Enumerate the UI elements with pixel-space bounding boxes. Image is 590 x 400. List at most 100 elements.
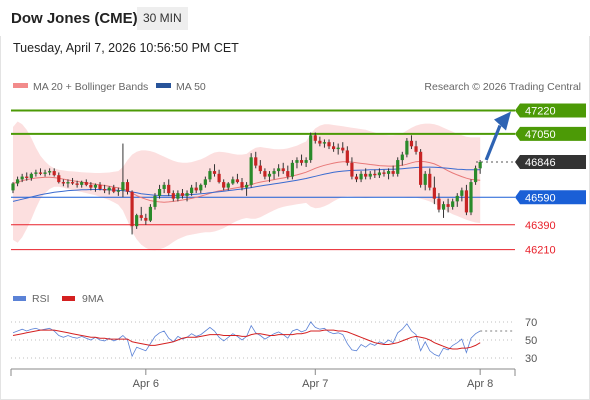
level-tag-box (515, 126, 586, 141)
candle-body (135, 215, 139, 227)
candle (112, 184, 116, 194)
candle (199, 183, 203, 194)
forecast-arrowhead (494, 111, 511, 131)
candle (130, 190, 134, 235)
candle (391, 165, 395, 177)
candle (52, 168, 56, 177)
rsi-tick-label: 30 (525, 353, 537, 365)
candle (345, 146, 349, 166)
candle (327, 139, 331, 150)
candle (153, 193, 157, 210)
candle (208, 168, 212, 183)
candle-body (171, 193, 175, 199)
candle-body (162, 184, 166, 189)
rsi-ma-line (12, 329, 481, 350)
candle (473, 165, 478, 185)
candle (309, 132, 313, 163)
candle-body (240, 182, 244, 188)
candle (373, 169, 377, 178)
candle-body (212, 171, 217, 174)
candle (107, 186, 111, 195)
candle-body (61, 182, 65, 184)
candle (386, 168, 391, 180)
candle-body (167, 184, 171, 194)
candle (61, 179, 65, 187)
candle-body (432, 187, 436, 199)
candle-body (428, 173, 432, 188)
candle-body (295, 160, 299, 163)
candle-body (322, 142, 327, 144)
candle-body (332, 146, 336, 150)
candle (419, 149, 423, 188)
candle (267, 171, 272, 183)
level-tag-text: 46590 (525, 192, 556, 204)
candle-body (350, 162, 354, 177)
candle (222, 179, 226, 191)
candle (455, 193, 459, 207)
candle (226, 182, 230, 191)
candle-body (57, 175, 61, 183)
candle-body (272, 171, 276, 174)
credit-label: Research © 2026 Trading Central (424, 81, 581, 93)
candle-body (25, 176, 29, 178)
level-tag-text: 47220 (525, 106, 556, 118)
candle (432, 176, 436, 205)
candle (368, 171, 372, 180)
candle-body (299, 160, 304, 163)
candle (194, 182, 198, 194)
chart-header: Dow Jones (CME) 30 MIN (0, 0, 590, 36)
candle (336, 143, 340, 155)
candle-body (258, 165, 262, 172)
candle (157, 184, 162, 199)
candle (89, 182, 93, 191)
candle (451, 198, 455, 210)
candle-body (396, 160, 400, 174)
candle (25, 172, 29, 181)
level-tag-text: 46210 (525, 245, 556, 257)
candle-body (405, 140, 409, 155)
candle-body (473, 168, 478, 183)
candle (290, 160, 294, 180)
interval-badge[interactable]: 30 MIN (137, 7, 188, 30)
candle (304, 157, 308, 167)
timestamp: Tuesday, April 7, 2026 10:56:50 PM CET (13, 41, 239, 55)
candle-body (194, 187, 198, 191)
level-tag-47220: 47220 (515, 103, 586, 118)
candle-body (281, 168, 285, 172)
candle-body (478, 162, 482, 169)
level-tag-box (515, 190, 586, 205)
candle-body (89, 184, 93, 188)
candle-body (267, 173, 272, 177)
candle-body (263, 171, 267, 177)
candle-body (112, 187, 116, 192)
candle-body (15, 179, 20, 184)
candle (254, 151, 258, 169)
candle (244, 182, 249, 196)
candle (125, 179, 130, 195)
ma20-legend-label: MA 20 + Bollinger Bands (33, 81, 148, 93)
candle-body (451, 201, 455, 207)
candle (318, 136, 322, 147)
candle (93, 183, 98, 192)
candle-body (386, 171, 391, 174)
candle-body (157, 188, 162, 196)
candle (135, 213, 139, 229)
candle-body (66, 182, 70, 184)
candle-body (190, 187, 194, 194)
candle-body (217, 173, 221, 183)
candle-body (286, 171, 290, 177)
candle-body (359, 173, 363, 180)
candle (20, 173, 24, 183)
level-tag-46390: 46390 (525, 220, 556, 232)
candle-body (231, 179, 235, 184)
candle (231, 176, 235, 185)
candle-body (93, 184, 98, 188)
candle (322, 139, 327, 148)
candle (176, 190, 180, 202)
candle (190, 184, 194, 196)
candle-body (75, 183, 79, 185)
candle (295, 157, 299, 169)
candle (281, 162, 285, 174)
candle-body (121, 182, 125, 191)
